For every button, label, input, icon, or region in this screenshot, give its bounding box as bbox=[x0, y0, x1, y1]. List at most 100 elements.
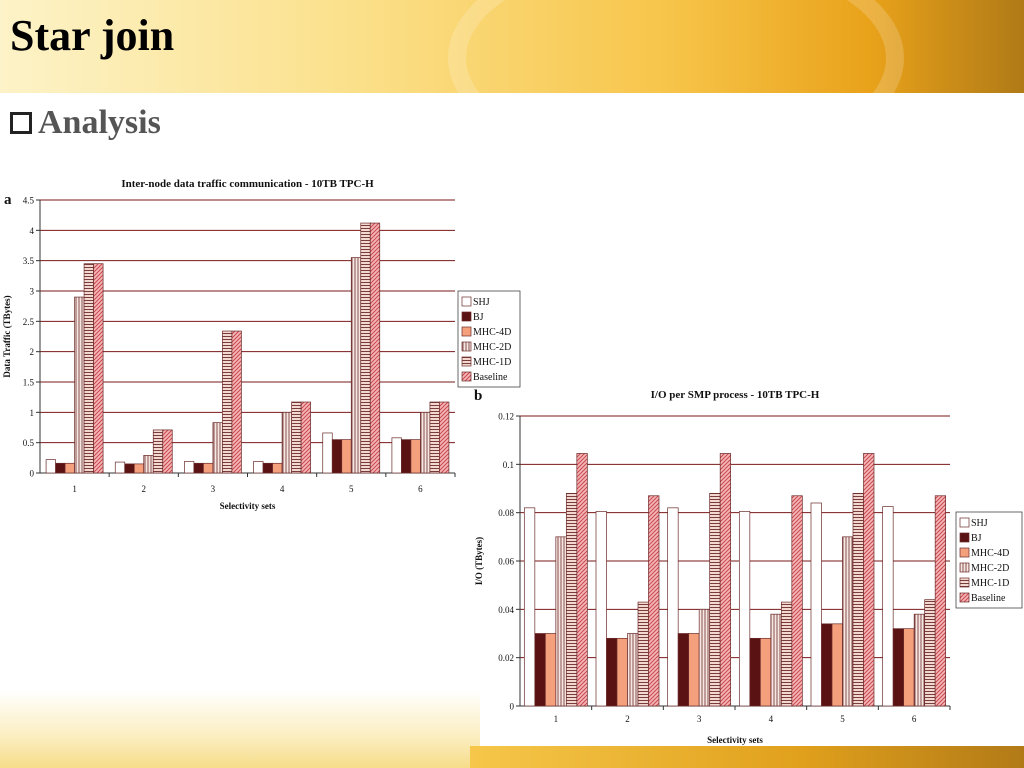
legend-label: Baseline bbox=[473, 372, 508, 383]
bar-mhc-2d-set-3 bbox=[698, 608, 711, 707]
bar-shj-set-4 bbox=[738, 511, 751, 707]
y-tick-label: 0 bbox=[510, 702, 515, 712]
bar-mhc-1d-set-1 bbox=[83, 263, 94, 474]
bar-mhc-2d-set-6 bbox=[420, 411, 431, 474]
bar-mhc-2d-set-6 bbox=[913, 613, 926, 707]
panel-label: b bbox=[474, 388, 482, 404]
y-tick-label: 0 bbox=[30, 469, 35, 479]
legend-box bbox=[955, 511, 1023, 609]
legend-label: MHC-2D bbox=[473, 342, 511, 353]
bar-shj-set-2 bbox=[114, 461, 126, 474]
bar-mhc-2d-set-1 bbox=[74, 296, 85, 474]
chart-b-io: b I/O per SMP process - 10TB TPC-H 0 0.02 0.… bbox=[474, 388, 1023, 745]
bar-shj-set-5 bbox=[810, 502, 822, 707]
bar-mhc-2d-set-1 bbox=[555, 536, 567, 707]
bar-mhc-1d-set-5 bbox=[360, 222, 371, 474]
bar-mhc-4d-set-6 bbox=[903, 628, 915, 707]
bar-mhc-1d-set-2 bbox=[152, 429, 164, 474]
y-axis-label: I/O (TBytes) bbox=[474, 537, 484, 585]
bar-mhc-4d-set-4 bbox=[272, 462, 283, 474]
legend-swatch-mhc-2d bbox=[461, 341, 472, 352]
bar-mhc-2d-set-2 bbox=[627, 633, 639, 707]
legend-label: MHC-2D bbox=[971, 563, 1009, 574]
bar-baseline-set-2 bbox=[648, 495, 660, 707]
bar-bj-set-5 bbox=[331, 439, 343, 474]
bar-baseline-set-4 bbox=[791, 495, 803, 707]
bar-bj-set-5 bbox=[821, 623, 833, 707]
bar-mhc-2d-set-5 bbox=[350, 257, 362, 474]
y-tick-label: 0.06 bbox=[498, 557, 514, 567]
bar-mhc-1d-set-3 bbox=[709, 492, 721, 707]
bar-mhc-1d-set-2 bbox=[637, 601, 649, 707]
bar-baseline-set-1 bbox=[93, 263, 104, 474]
x-axis-label: Selectivity sets bbox=[707, 735, 763, 745]
legend-label: MHC-4D bbox=[971, 548, 1009, 559]
x-tick-label: 2 bbox=[142, 484, 147, 494]
y-tick-label: 1 bbox=[30, 408, 35, 418]
y-tick-label: 2.5 bbox=[23, 317, 35, 327]
bar-mhc-2d-set-4 bbox=[770, 613, 782, 707]
bar-bj-set-2 bbox=[606, 637, 618, 707]
y-tick-label: 0.12 bbox=[498, 412, 514, 422]
legend-swatch-baseline bbox=[959, 592, 970, 603]
x-tick-label: 3 bbox=[211, 484, 216, 494]
legend-label: MHC-4D bbox=[473, 327, 511, 338]
legend-swatch-mhc-2d bbox=[959, 562, 970, 573]
x-axis-label: Selectivity sets bbox=[220, 501, 276, 511]
bar-mhc-4d-set-2 bbox=[616, 637, 628, 707]
x-tick-label: 3 bbox=[697, 714, 702, 724]
legend-swatch-mhc-1d bbox=[959, 577, 970, 588]
bar-baseline-set-2 bbox=[162, 429, 173, 474]
bar-bj-set-2 bbox=[124, 463, 135, 474]
x-tick-label: 1 bbox=[554, 714, 559, 724]
chart-a-traffic: a Inter-node data traffic communication -… bbox=[2, 178, 521, 511]
legend-label: BJ bbox=[971, 533, 982, 544]
bar-bj-set-1 bbox=[55, 462, 66, 474]
y-tick-label: 0.02 bbox=[498, 653, 514, 663]
slide-title: Star join bbox=[10, 11, 175, 60]
legend-label: MHC-1D bbox=[971, 578, 1009, 589]
bar-mhc-1d-set-4 bbox=[780, 601, 793, 707]
y-tick-label: 0.08 bbox=[498, 508, 514, 518]
bar-shj-set-3 bbox=[667, 507, 679, 707]
bar-mhc-4d-set-3 bbox=[203, 462, 214, 474]
legend-swatch-bj bbox=[959, 532, 970, 543]
bar-mhc-4d-set-5 bbox=[831, 623, 843, 707]
legend-swatch-mhc-1d bbox=[461, 356, 472, 367]
bar-baseline-set-1 bbox=[576, 453, 588, 707]
bar-shj-set-1 bbox=[45, 459, 56, 474]
bar-mhc-1d-set-6 bbox=[429, 401, 440, 474]
legend-label: SHJ bbox=[971, 518, 988, 529]
y-axis-label: Data Traffic (TBytes) bbox=[2, 295, 12, 377]
bar-mhc-1d-set-1 bbox=[565, 492, 578, 707]
bullet-text: Analysis bbox=[38, 104, 161, 141]
bar-mhc-4d-set-5 bbox=[341, 439, 352, 474]
bar-bj-set-1 bbox=[534, 633, 546, 707]
y-tick-label: 0.5 bbox=[23, 438, 35, 448]
y-tick-label: 3 bbox=[30, 287, 35, 297]
bar-mhc-1d-set-3 bbox=[222, 330, 233, 474]
x-tick-label: 5 bbox=[349, 484, 354, 494]
x-tick-label: 6 bbox=[418, 484, 423, 494]
legend-label: SHJ bbox=[473, 297, 490, 308]
bar-mhc-4d-set-3 bbox=[688, 633, 700, 707]
bottom-decoration bbox=[0, 690, 480, 768]
x-tick-label: 2 bbox=[625, 714, 630, 724]
bar-shj-set-6 bbox=[391, 437, 402, 474]
bar-mhc-4d-set-2 bbox=[133, 463, 145, 474]
legend-label: BJ bbox=[473, 312, 484, 323]
bar-bj-set-6 bbox=[892, 628, 905, 707]
chart-title: I/O per SMP process - 10TB TPC-H bbox=[651, 389, 820, 401]
legend-swatch-shj bbox=[959, 517, 970, 528]
legend-label: Baseline bbox=[971, 593, 1006, 604]
y-tick-label: 0.1 bbox=[503, 460, 514, 470]
bar-shj-set-4 bbox=[253, 461, 264, 474]
bar-shj-set-1 bbox=[523, 507, 536, 707]
bar-mhc-4d-set-4 bbox=[759, 637, 772, 707]
legend-swatch-mhc-4d bbox=[959, 547, 970, 558]
y-tick-label: 4.5 bbox=[23, 196, 35, 206]
legend-swatch-mhc-4d bbox=[461, 326, 472, 337]
bullet-item: Analysis bbox=[10, 104, 161, 142]
y-tick-label: 0.04 bbox=[498, 605, 514, 615]
x-tick-label: 1 bbox=[72, 484, 77, 494]
